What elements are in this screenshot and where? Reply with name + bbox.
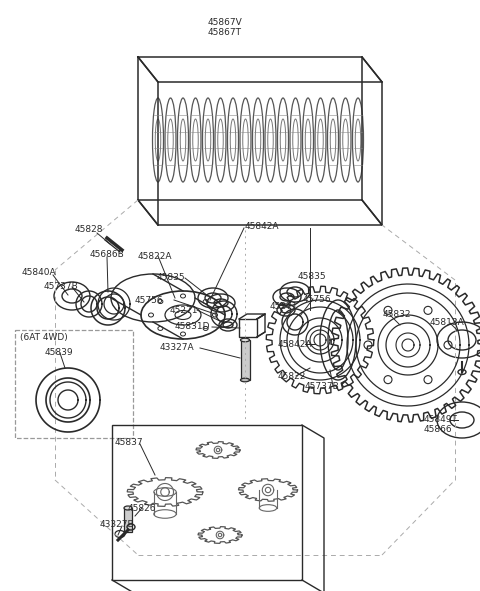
Text: 45832: 45832 <box>383 310 411 319</box>
Text: 45822: 45822 <box>278 372 306 381</box>
Text: 45737B: 45737B <box>44 282 79 291</box>
Ellipse shape <box>124 506 132 510</box>
Text: 45826: 45826 <box>128 504 156 513</box>
Bar <box>15 330 133 438</box>
Text: 45835: 45835 <box>298 272 326 281</box>
Text: 45842A: 45842A <box>278 340 312 349</box>
Text: 45867V: 45867V <box>208 18 242 27</box>
Text: (6AT 4WD): (6AT 4WD) <box>20 333 68 342</box>
Text: 45756: 45756 <box>303 295 332 304</box>
Text: 45737B: 45737B <box>305 382 340 391</box>
Text: 43327B: 43327B <box>100 520 134 529</box>
Text: 45822A: 45822A <box>138 252 172 261</box>
Bar <box>239 319 257 337</box>
Bar <box>124 508 132 532</box>
Bar <box>112 425 302 580</box>
Text: 43327A: 43327A <box>160 343 194 352</box>
Text: 45828: 45828 <box>75 225 104 234</box>
Text: 45840A: 45840A <box>22 268 57 277</box>
Text: 45842A: 45842A <box>245 222 279 231</box>
Text: 45837: 45837 <box>115 438 144 447</box>
Text: 45835: 45835 <box>157 273 186 282</box>
Text: 45866: 45866 <box>424 425 453 434</box>
Text: 45831D: 45831D <box>175 322 211 331</box>
Text: 45849T: 45849T <box>424 415 458 424</box>
Text: 45686B: 45686B <box>90 250 125 259</box>
Text: 45813A: 45813A <box>430 318 465 327</box>
Ellipse shape <box>240 338 250 342</box>
Text: 45271: 45271 <box>170 306 199 315</box>
Text: 45839: 45839 <box>45 348 73 357</box>
Text: 45867T: 45867T <box>208 28 242 37</box>
Text: 45756: 45756 <box>135 296 164 305</box>
Text: 45271: 45271 <box>270 302 299 311</box>
Bar <box>240 340 250 380</box>
Ellipse shape <box>240 378 250 382</box>
